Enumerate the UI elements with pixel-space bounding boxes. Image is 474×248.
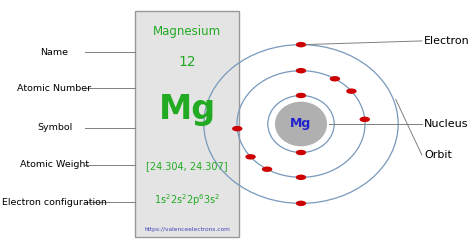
Ellipse shape (275, 102, 327, 146)
Text: Atomic Weight: Atomic Weight (20, 160, 89, 169)
Text: Electron configuration: Electron configuration (2, 198, 107, 207)
Text: Atomic Number: Atomic Number (18, 84, 91, 93)
Circle shape (296, 201, 306, 206)
Circle shape (296, 42, 306, 47)
Circle shape (296, 175, 306, 180)
Text: Nucleus: Nucleus (424, 119, 469, 129)
Text: [24.304, 24.307]: [24.304, 24.307] (146, 161, 228, 171)
Circle shape (246, 154, 256, 159)
Text: 12: 12 (178, 55, 196, 69)
Circle shape (330, 76, 340, 82)
Text: Symbol: Symbol (37, 123, 72, 132)
FancyBboxPatch shape (135, 11, 239, 237)
Circle shape (346, 89, 356, 94)
Circle shape (296, 93, 306, 98)
Circle shape (296, 150, 306, 155)
Text: 1s$^2$2s$^2$2p$^6$3s$^2$: 1s$^2$2s$^2$2p$^6$3s$^2$ (154, 192, 220, 208)
Text: https://valenceelectrons.com: https://valenceelectrons.com (144, 227, 230, 232)
Circle shape (232, 126, 243, 131)
Text: Name: Name (40, 48, 69, 57)
Circle shape (359, 117, 370, 122)
Text: Magnesium: Magnesium (153, 25, 221, 37)
Circle shape (296, 68, 306, 73)
Text: Mg: Mg (291, 118, 311, 130)
Text: Electron: Electron (424, 36, 470, 46)
Text: Mg: Mg (159, 93, 216, 126)
Text: Orbit: Orbit (424, 150, 452, 160)
Circle shape (262, 166, 272, 172)
